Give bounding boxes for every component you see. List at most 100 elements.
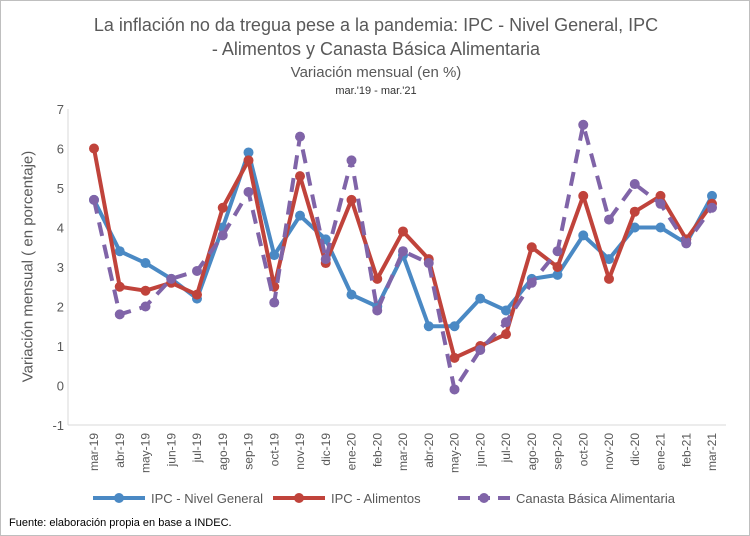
- data-point: [501, 305, 511, 316]
- data-point: [269, 297, 280, 308]
- data-point: [243, 155, 254, 166]
- data-point: [629, 179, 640, 190]
- x-tick-label: mar-19: [87, 433, 101, 471]
- data-point: [398, 226, 408, 237]
- data-point: [655, 198, 666, 209]
- chart-subtitle: Variación mensual (en %): [290, 64, 462, 81]
- data-point: [604, 214, 614, 225]
- data-point: [140, 301, 151, 312]
- x-tick-label: dic-19: [319, 433, 333, 466]
- x-tick-label: oct-19: [267, 433, 281, 467]
- y-tick-label: 1: [57, 339, 64, 354]
- data-point: [655, 190, 666, 201]
- x-tick-label: ene-20: [345, 433, 359, 471]
- data-point: [655, 222, 666, 233]
- source-note: Fuente: elaboración propia en base a IND…: [9, 517, 232, 529]
- data-point: [372, 273, 383, 284]
- x-tick-label: abr-19: [113, 433, 127, 468]
- x-tick-label: jul-19: [190, 433, 204, 464]
- data-point: [140, 258, 151, 269]
- data-point: [114, 246, 125, 257]
- data-point: [526, 242, 537, 253]
- x-tick-label: sep-19: [242, 433, 256, 470]
- y-tick-label: 2: [57, 300, 64, 315]
- data-point: [578, 119, 589, 130]
- data-point: [372, 305, 383, 316]
- data-point: [578, 230, 589, 241]
- data-point: [552, 262, 563, 272]
- x-tick-label: abr-20: [422, 433, 436, 468]
- x-tick-label: dic-20: [628, 433, 642, 466]
- data-point: [320, 254, 331, 265]
- data-point: [114, 309, 125, 320]
- data-point: [501, 329, 511, 340]
- data-point: [449, 384, 460, 395]
- series-line: [92, 150, 714, 329]
- y-tick-label: 4: [57, 221, 64, 236]
- legend-label: IPC - Nivel General: [151, 491, 263, 506]
- x-tick-label: mar-21: [705, 433, 719, 471]
- data-point: [604, 273, 614, 284]
- data-point: [295, 210, 305, 221]
- data-point: [346, 194, 357, 205]
- data-point: [243, 147, 254, 158]
- x-tick-label: jul-20: [499, 433, 513, 464]
- data-point: [475, 344, 486, 355]
- legend-swatch-marker: [114, 493, 124, 503]
- data-point: [629, 222, 640, 233]
- x-tick-label: jun-20: [473, 433, 487, 468]
- data-point: [604, 254, 614, 265]
- y-tick-label: 5: [57, 181, 64, 196]
- data-point: [707, 190, 717, 201]
- legend-label: IPC - Alimentos: [331, 491, 421, 506]
- x-tick-label: jun-19: [164, 433, 178, 468]
- x-tick-label: may-19: [139, 433, 153, 473]
- x-tick-label: ene-21: [654, 433, 668, 471]
- x-tick-label: feb-20: [370, 433, 384, 467]
- x-tick-label: oct-20: [576, 433, 590, 467]
- data-point: [89, 143, 99, 154]
- data-point: [681, 238, 692, 249]
- data-point: [552, 269, 563, 280]
- y-tick-label: 6: [57, 142, 64, 157]
- data-point: [475, 293, 486, 304]
- data-point: [140, 285, 151, 296]
- data-point: [217, 202, 228, 213]
- data-point: [192, 289, 202, 300]
- data-point: [707, 202, 717, 213]
- data-point: [449, 352, 460, 363]
- legend-label: Canasta Básica Alimentaria: [516, 491, 676, 506]
- legend-swatch-marker: [479, 493, 489, 503]
- x-tick-label: sep-20: [551, 433, 565, 470]
- x-tick-label: nov-19: [293, 433, 307, 470]
- x-tick-label: feb-21: [679, 433, 693, 467]
- data-point: [501, 317, 511, 328]
- data-point: [346, 289, 357, 300]
- x-tick-label: nov-20: [602, 433, 616, 470]
- x-tick-label: may-20: [448, 433, 462, 473]
- y-tick-label: -1: [52, 418, 64, 433]
- data-point: [295, 171, 305, 182]
- chart-period: mar.'19 - mar.'21: [335, 85, 417, 97]
- y-tick-label: 3: [57, 260, 64, 275]
- data-point: [552, 246, 563, 257]
- chart-title: La inflación no da tregua pese a la pand…: [93, 15, 659, 35]
- data-point: [243, 186, 254, 197]
- data-point: [217, 230, 228, 241]
- data-point: [423, 258, 434, 269]
- data-point: [166, 273, 177, 284]
- data-point: [346, 155, 357, 166]
- x-tick-label: ago-19: [216, 433, 230, 471]
- data-point: [578, 190, 589, 201]
- legend-swatch-marker: [294, 493, 304, 503]
- data-point: [89, 194, 99, 205]
- data-point: [449, 321, 460, 332]
- x-tick-label: mar-20: [396, 433, 410, 471]
- data-point: [269, 250, 280, 261]
- data-point: [114, 281, 125, 292]
- data-point: [526, 277, 537, 288]
- chart-title-line2: - Alimentos y Canasta Básica Alimentaria: [211, 39, 541, 59]
- data-point: [423, 321, 434, 332]
